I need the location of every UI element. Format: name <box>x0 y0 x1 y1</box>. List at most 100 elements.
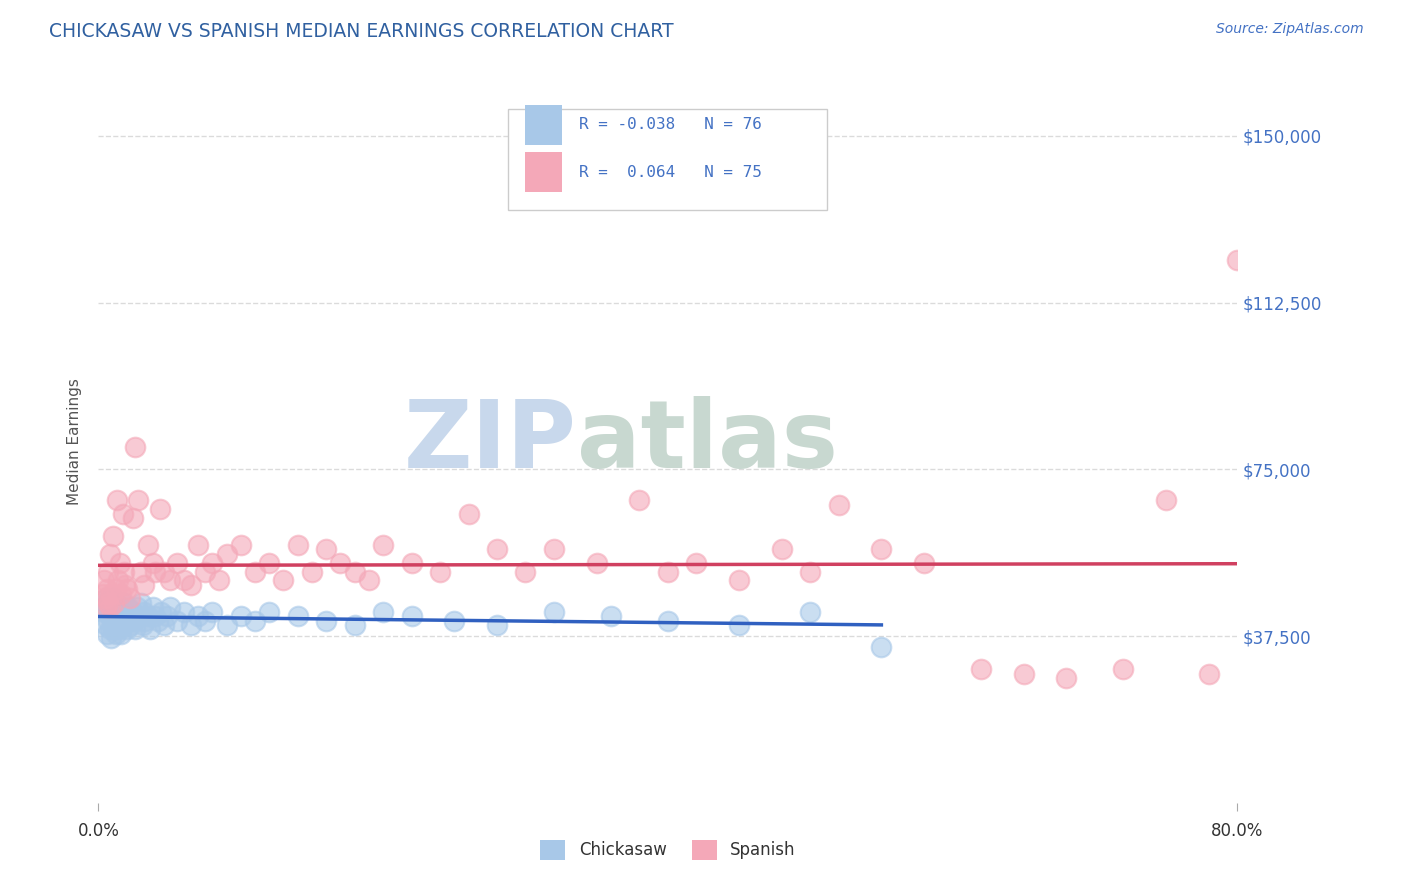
Point <box>173 605 195 619</box>
Point <box>98 547 121 561</box>
Point <box>515 565 537 579</box>
Point <box>134 614 156 628</box>
Point <box>104 596 127 610</box>
Point <box>111 507 134 521</box>
Point <box>1198 666 1220 681</box>
Point <box>194 565 217 579</box>
Point <box>122 614 145 628</box>
Point <box>104 582 127 597</box>
Point <box>94 591 117 606</box>
Point <box>1056 671 1078 685</box>
Point <box>1226 253 1249 268</box>
FancyBboxPatch shape <box>509 109 827 211</box>
Point <box>166 556 188 570</box>
Point <box>201 605 224 619</box>
Point <box>103 623 125 637</box>
Point <box>97 614 120 628</box>
Point <box>201 556 224 570</box>
Legend: Chickasaw, Spanish: Chickasaw, Spanish <box>534 833 801 867</box>
Point <box>429 565 451 579</box>
Text: R =  0.064   N = 75: R = 0.064 N = 75 <box>579 165 762 180</box>
Point <box>105 600 128 615</box>
Point <box>110 627 132 641</box>
Point <box>401 556 423 570</box>
Point <box>108 605 131 619</box>
Point <box>94 600 117 615</box>
Point <box>110 600 132 615</box>
Point <box>136 538 159 552</box>
Point <box>136 609 159 624</box>
Point <box>132 605 155 619</box>
Point <box>187 609 209 624</box>
Point <box>91 600 114 615</box>
Point <box>194 614 217 628</box>
Point <box>104 627 127 641</box>
Point <box>357 574 380 588</box>
Point <box>180 618 202 632</box>
Point <box>870 640 893 655</box>
Point <box>98 623 121 637</box>
Point <box>166 614 188 628</box>
Point <box>149 502 172 516</box>
Point <box>111 609 134 624</box>
Y-axis label: Median Earnings: Median Earnings <box>67 378 83 505</box>
Point <box>98 600 121 615</box>
Point <box>121 605 143 619</box>
Point <box>1012 666 1035 681</box>
Point <box>329 556 352 570</box>
FancyBboxPatch shape <box>526 105 562 145</box>
Point <box>100 587 122 601</box>
Point <box>259 605 281 619</box>
Point <box>150 605 173 619</box>
Point <box>145 609 167 624</box>
Text: atlas: atlas <box>576 395 838 488</box>
Point <box>115 582 138 597</box>
Text: ZIP: ZIP <box>404 395 576 488</box>
Point <box>103 596 125 610</box>
Point <box>153 565 176 579</box>
Point <box>105 614 128 628</box>
Point <box>287 609 309 624</box>
Point <box>229 609 252 624</box>
Point <box>112 618 135 632</box>
Point <box>110 587 132 601</box>
Point <box>129 565 152 579</box>
Point <box>97 605 120 619</box>
Point <box>100 632 122 646</box>
Point <box>97 596 120 610</box>
Point <box>91 587 114 601</box>
Point <box>127 609 149 624</box>
Point <box>108 623 131 637</box>
Point <box>301 565 323 579</box>
Point <box>148 614 170 628</box>
Point <box>243 565 266 579</box>
Point <box>118 591 141 606</box>
Point <box>101 529 124 543</box>
Point <box>543 542 565 557</box>
Point <box>870 542 893 557</box>
Point <box>120 618 142 632</box>
Point <box>94 591 117 606</box>
Point <box>97 565 120 579</box>
Point <box>141 600 163 615</box>
Point <box>259 556 281 570</box>
Point <box>287 538 309 552</box>
FancyBboxPatch shape <box>526 153 562 192</box>
Point <box>208 574 231 588</box>
Point <box>243 614 266 628</box>
Point <box>96 596 118 610</box>
Point <box>1154 493 1177 508</box>
Point <box>124 440 146 454</box>
Point <box>728 574 751 588</box>
Point <box>628 493 651 508</box>
Point <box>159 600 181 615</box>
Point <box>486 542 509 557</box>
Point <box>401 609 423 624</box>
Point <box>100 600 122 615</box>
Point <box>273 574 295 588</box>
Point <box>117 600 139 615</box>
Point <box>124 623 146 637</box>
Point <box>343 565 366 579</box>
Point <box>600 609 623 624</box>
Point <box>112 565 135 579</box>
